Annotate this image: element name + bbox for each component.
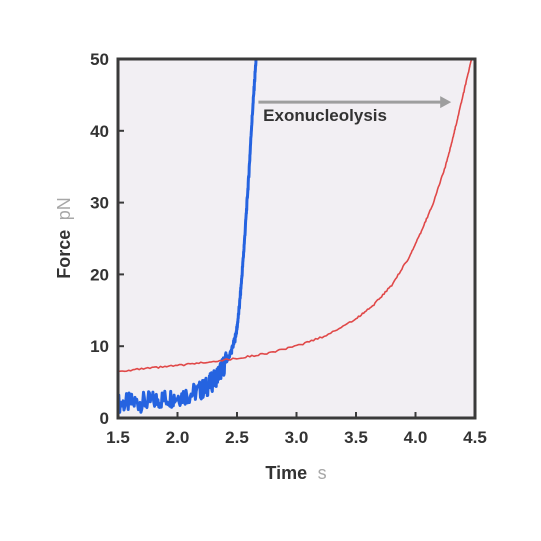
x-tick-label: 1.5 — [106, 428, 130, 447]
annotation-arrow-head — [440, 96, 452, 109]
annotation-layer: Exonucleolysis — [258, 96, 452, 125]
y-axis-unit: pN — [54, 197, 74, 220]
y-axis-title: Force pN — [54, 197, 74, 279]
series-layer — [116, 58, 473, 414]
y-tick-label: 30 — [90, 194, 109, 213]
x-tick-label: 4.5 — [463, 428, 487, 447]
plot-background — [118, 59, 475, 418]
x-ticks: 1.5 2.0 2.5 3.0 3.5 4.0 4.5 — [106, 412, 487, 447]
x-tick-label: 3.0 — [285, 428, 309, 447]
y-tick-label: 10 — [90, 337, 109, 356]
y-tick-label: 40 — [90, 122, 109, 141]
x-tick-label: 4.0 — [404, 428, 428, 447]
y-tick-label: 20 — [90, 265, 109, 284]
x-tick-label: 2.0 — [166, 428, 190, 447]
x-axis-title: Time s — [265, 463, 326, 483]
series-2-line — [117, 58, 473, 373]
series-1-line — [116, 58, 258, 414]
y-tick-label: 50 — [90, 50, 109, 69]
x-tick-label: 3.5 — [344, 428, 368, 447]
x-axis-unit: s — [318, 463, 327, 483]
y-axis-label: Force — [54, 230, 74, 279]
x-tick-label: 2.5 — [225, 428, 249, 447]
y-ticks: 0 10 20 30 40 50 — [90, 50, 124, 428]
x-axis-label: Time — [265, 463, 307, 483]
annotation-label: Exonucleolysis — [263, 106, 387, 125]
y-tick-label: 0 — [100, 409, 109, 428]
